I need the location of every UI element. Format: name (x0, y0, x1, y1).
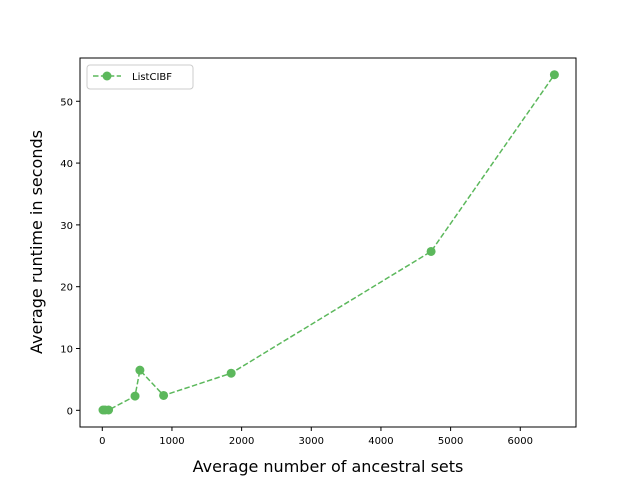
series-layer (98, 70, 559, 415)
data-point (226, 368, 236, 378)
data-point (426, 246, 436, 256)
data-point (549, 70, 559, 80)
x-tick-label: 4000 (368, 436, 393, 447)
x-tick-label: 6000 (508, 436, 533, 447)
data-point (130, 391, 140, 401)
x-tick-label: 0 (99, 436, 105, 447)
x-tick-label: 1000 (159, 436, 184, 447)
data-point (159, 390, 169, 400)
data-point (104, 405, 114, 415)
axes-layer: 0 1000 2000 3000 4000 5000 6000 0 10 20 30 40 50 (60, 57, 577, 447)
legend-marker-swatch (102, 71, 112, 81)
data-point (135, 365, 145, 375)
y-tick-label: 50 (60, 97, 73, 108)
legend-label: ListCIBF (132, 72, 172, 83)
y-tick-label: 0 (67, 406, 73, 417)
x-tick-label: 5000 (438, 436, 463, 447)
legend: ListCIBF (86, 64, 194, 90)
x-tick-label: 2000 (229, 436, 254, 447)
x-axis-title: Average number of ancestral sets (193, 457, 464, 476)
axes-frame (79, 57, 577, 428)
y-tick-label: 30 (60, 221, 73, 232)
y-tick-label: 20 (60, 283, 73, 294)
y-axis-title: Average runtime in seconds (27, 130, 46, 354)
y-tick-label: 40 (60, 159, 73, 170)
x-tick-label: 3000 (299, 436, 324, 447)
legend-box (86, 64, 194, 90)
y-tick-label: 10 (60, 345, 73, 356)
